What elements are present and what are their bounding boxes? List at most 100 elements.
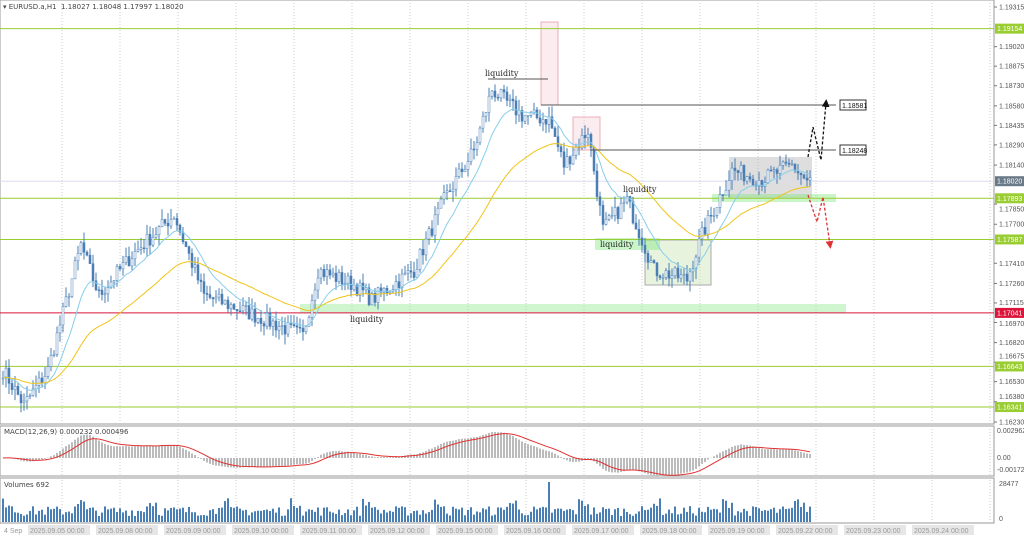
- dropdown-icon[interactable]: ▾: [3, 3, 9, 11]
- candle: [619, 202, 623, 220]
- candle: [307, 317, 311, 327]
- time-label: 4 Sep: [4, 528, 22, 535]
- candle: [376, 287, 380, 303]
- liquidity-zone: [300, 304, 846, 313]
- candle: [445, 190, 449, 193]
- candle: [346, 275, 350, 284]
- target-label: 1.18581: [842, 103, 867, 110]
- time-label: 2025.09.17 00:00: [574, 528, 629, 535]
- level-label-bg: [995, 307, 1024, 318]
- candle: [631, 201, 635, 224]
- level-label: 1.17893: [997, 196, 1022, 203]
- high: 1.18048: [92, 3, 122, 11]
- macd-tick: -0.001724: [997, 467, 1024, 474]
- candle: [367, 287, 371, 306]
- price-tick: 1.18580: [999, 103, 1024, 110]
- candle: [751, 178, 755, 186]
- liquidity-label: liquidity: [350, 315, 384, 324]
- candle: [448, 190, 452, 193]
- candle: [34, 385, 38, 390]
- candle: [430, 228, 434, 236]
- slow-ma-line: [2, 143, 811, 384]
- candle: [778, 165, 782, 174]
- candle: [592, 147, 596, 172]
- main-panel: [0, 0, 995, 425]
- candle: [7, 367, 11, 384]
- level-label: 1.16643: [997, 364, 1022, 371]
- candle: [715, 207, 719, 216]
- candle: [433, 214, 437, 236]
- candle: [709, 214, 713, 217]
- time-label-bg: [708, 525, 770, 535]
- bullish-scenario-arrow: [807, 99, 830, 161]
- price-tick: 1.19315: [999, 5, 1024, 12]
- candle: [208, 294, 212, 298]
- candle: [340, 272, 344, 285]
- macd-label: MACD(12,26,9) 0.000232 0.000496: [4, 428, 129, 436]
- candle: [556, 136, 560, 147]
- candle: [799, 172, 803, 176]
- candle: [76, 253, 80, 262]
- candle: [319, 269, 323, 279]
- candle: [562, 151, 566, 168]
- candle: [442, 192, 446, 200]
- candle: [718, 194, 722, 208]
- candle: [175, 218, 179, 226]
- candle: [808, 177, 812, 181]
- candle: [364, 287, 368, 291]
- candle: [280, 325, 284, 327]
- candle: [466, 161, 470, 170]
- time-label: 2025.09.10 00:00: [234, 528, 289, 535]
- candle: [667, 270, 671, 279]
- candle: [46, 366, 50, 377]
- candle: [682, 273, 686, 276]
- candle: [79, 242, 83, 254]
- candle: [655, 262, 659, 277]
- candle: [712, 215, 716, 217]
- candle: [40, 377, 44, 384]
- candle: [550, 116, 554, 129]
- time-label-bg: [844, 525, 906, 535]
- time-label: 2025.09.12 00:00: [370, 528, 425, 535]
- candle: [43, 376, 47, 384]
- candle: [685, 273, 689, 282]
- candle: [259, 317, 263, 324]
- volume-tick: 0: [999, 516, 1003, 523]
- candle: [640, 237, 644, 246]
- candle: [109, 281, 113, 289]
- candle: [220, 293, 224, 305]
- candle: [91, 263, 95, 281]
- candle: [487, 95, 491, 113]
- candle: [316, 277, 320, 291]
- candle: [106, 287, 110, 295]
- current-price-bg: [995, 176, 1024, 187]
- candle: [586, 134, 590, 139]
- candle: [637, 228, 641, 239]
- candle: [370, 292, 374, 306]
- candle: [679, 274, 683, 279]
- candle: [313, 289, 317, 301]
- candle: [598, 196, 602, 206]
- candle: [136, 249, 140, 252]
- candle: [748, 176, 752, 180]
- candle: [418, 248, 422, 270]
- candle: [304, 326, 308, 332]
- candle: [700, 227, 704, 240]
- supply-zone: [540, 21, 559, 106]
- candle: [223, 299, 227, 305]
- candle: [769, 169, 773, 172]
- candle: [88, 254, 92, 264]
- price-tick: 1.16675: [999, 353, 1024, 360]
- fast-ma-line: [2, 108, 811, 391]
- candle: [238, 310, 242, 313]
- candle: [688, 271, 692, 282]
- candle: [526, 115, 530, 117]
- time-label-bg: [164, 525, 226, 535]
- candle: [19, 394, 23, 404]
- candle: [775, 169, 779, 174]
- chart-header: ▾ EURUSD.a,H1 1.18027 1.18048 1.17997 1.…: [3, 3, 184, 11]
- candle: [37, 377, 41, 386]
- candle: [379, 287, 383, 293]
- candle: [451, 188, 455, 192]
